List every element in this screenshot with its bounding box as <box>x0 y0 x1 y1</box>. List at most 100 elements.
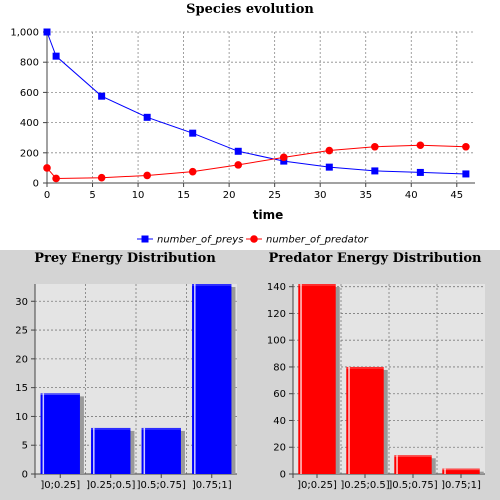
legend-marker-number-of-predator <box>250 235 258 243</box>
bar-highlight <box>396 455 398 474</box>
legend-label-number-of-preys: number_of_preys <box>157 235 243 246</box>
data-point-number-of-predator <box>462 142 470 151</box>
y-tick-label: 0 <box>22 470 28 481</box>
y-tick-label: 100 <box>267 336 286 347</box>
bar <box>141 427 181 474</box>
x-tick-label: ]0;0.25] <box>297 480 337 491</box>
x-tick-label: 15 <box>177 190 190 201</box>
data-point-number-of-predator <box>143 171 151 180</box>
bar-highlight <box>93 427 95 474</box>
y-tick-label: 800 <box>20 58 39 69</box>
data-point-number-of-predator <box>325 146 334 155</box>
data-point-number-of-preys <box>98 92 106 100</box>
grid-lines <box>46 31 475 184</box>
series-number-of-predator <box>43 141 470 183</box>
bar-0-25-0-5 <box>91 427 135 474</box>
y-tick-label: 20 <box>273 443 286 454</box>
energy-distribution-panel: Prey Energy Distribution 0 5 10 15 20 25 30 ]0;0… <box>0 250 500 500</box>
y-tick-label: 0 <box>280 470 286 481</box>
bar <box>394 455 432 474</box>
bar-0-5-0-75 <box>141 427 185 474</box>
data-point-number-of-preys <box>143 113 151 121</box>
bar <box>40 393 80 474</box>
y-tick-label: 400 <box>20 118 39 129</box>
data-point-number-of-predator <box>416 141 425 150</box>
bar-0-25-0-5 <box>346 366 388 474</box>
data-point-number-of-predator <box>371 142 379 151</box>
data-point-number-of-preys <box>189 129 197 137</box>
x-axis-title: time <box>253 208 284 222</box>
x-tick-label: ]0.25;0.5] <box>340 480 389 491</box>
bar-0-5-0-75 <box>394 455 436 474</box>
legend-marker-number-of-preys <box>141 235 149 243</box>
x-tick-label: 35 <box>359 190 372 201</box>
x-tick-label: ]0.5;0.75] <box>137 480 186 491</box>
y-tick-label: 120 <box>267 309 286 320</box>
bar-0-0-25 <box>298 284 340 474</box>
y-tick-label: 1,000 <box>10 28 39 39</box>
series-line-number-of-predator <box>46 144 466 179</box>
y-tick-label: 600 <box>20 88 39 99</box>
legend: number_of_preys number_of_predator <box>137 235 369 246</box>
data-point-number-of-predator <box>279 153 288 162</box>
y-tick-label: 60 <box>273 389 286 400</box>
y-tick-label: 0 <box>33 179 39 190</box>
x-tick-label: 45 <box>450 190 463 201</box>
bar-highlight <box>444 468 446 474</box>
data-point-number-of-preys <box>371 167 379 175</box>
data-point-number-of-predator <box>43 164 51 172</box>
y-tick-label: 40 <box>273 416 286 427</box>
predator-energy-chart: Predator Energy Distribution 0 20 40 60 80 100… <box>267 251 485 491</box>
x-tick-label: ]0.5;0.75] <box>388 480 437 491</box>
bar <box>298 284 336 474</box>
x-tick-label: 20 <box>223 190 236 201</box>
x-tick-label: 5 <box>89 190 95 201</box>
x-tick-label: ]0.25;0.5] <box>86 480 135 491</box>
y-tick-label: 15 <box>15 383 28 394</box>
bar-0-75-1 <box>442 468 484 474</box>
bar-0-75-1 <box>192 284 236 474</box>
x-tick-label: 40 <box>405 190 418 201</box>
bar-0-0-25 <box>40 393 84 474</box>
bar <box>442 468 480 474</box>
species-evolution-panel: Species evolution 0 5 10 15 20 25 30 35 40 45 0 200 4… <box>10 2 475 246</box>
y-tick-label: 30 <box>15 297 28 308</box>
data-point-number-of-preys <box>234 147 242 155</box>
bar-highlight <box>300 284 302 474</box>
data-point-number-of-preys <box>325 163 333 171</box>
bar-highlight <box>42 393 45 474</box>
y-tick-label: 20 <box>15 354 28 365</box>
y-tick-label: 80 <box>273 362 286 373</box>
x-tick-label: ]0;0.25] <box>40 480 80 491</box>
bar-highlight <box>143 427 146 474</box>
chart-title: Prey Energy Distribution <box>34 251 216 266</box>
bar-highlight <box>194 284 196 474</box>
x-tick-label: 0 <box>44 190 50 201</box>
x-tick-label: 25 <box>268 190 281 201</box>
chart-title: Predator Energy Distribution <box>268 251 482 266</box>
y-tick-label: 5 <box>22 441 28 452</box>
bar <box>346 366 384 474</box>
data-point-number-of-predator <box>52 174 60 183</box>
bar-highlight <box>348 366 350 474</box>
bar <box>192 284 232 474</box>
data-point-number-of-predator <box>97 173 106 182</box>
data-point-number-of-preys <box>416 168 424 176</box>
prey-energy-chart: Prey Energy Distribution 0 5 10 15 20 25 30 ]0;0… <box>15 251 237 491</box>
y-tick-label: 25 <box>15 326 28 337</box>
species-evolution-chart: Species evolution 0 5 10 15 20 25 30 35 40 45 0 200 4… <box>10 2 475 246</box>
y-tick-label: 140 <box>267 282 286 293</box>
x-tick-label: 30 <box>314 190 327 201</box>
legend-label-number-of-predator: number_of_predator <box>266 235 369 246</box>
x-tick-label: 10 <box>132 190 145 201</box>
data-point-number-of-predator <box>188 167 197 176</box>
chart-title: Species evolution <box>186 2 314 17</box>
x-tick-label: ]0.75;1] <box>192 480 232 491</box>
bar <box>91 427 131 474</box>
data-point-number-of-preys <box>52 52 60 60</box>
x-tick-label: ]0.75;1] <box>441 480 481 491</box>
y-tick-label: 10 <box>15 412 28 423</box>
data-point-number-of-preys <box>43 28 51 36</box>
data-point-number-of-predator <box>234 161 243 169</box>
